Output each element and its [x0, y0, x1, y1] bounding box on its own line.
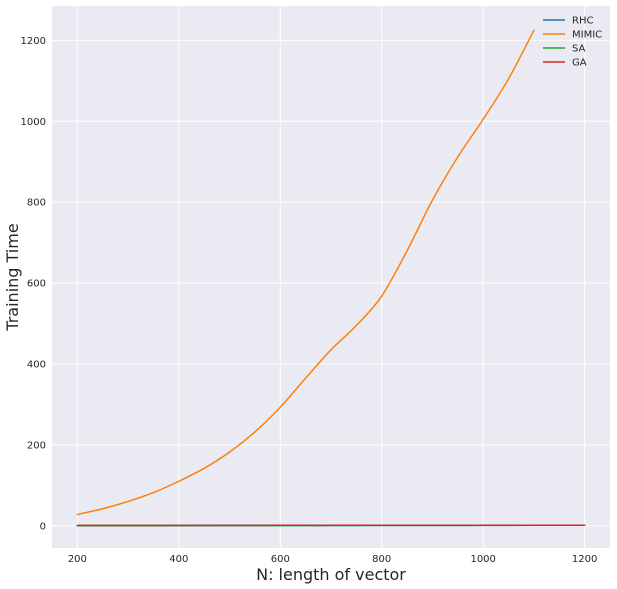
y-tick-label: 600: [27, 279, 46, 290]
x-grid: [76, 6, 586, 548]
x-tick-labels: 200 400 600 800 1000 1200: [68, 554, 598, 565]
y-tick-label: 0: [40, 521, 46, 532]
x-tick-label: 200: [68, 554, 87, 565]
x-tick-label: 800: [372, 554, 391, 565]
y-tick-labels: 0 200 400 600 800 1000 1200: [21, 36, 46, 532]
plot-background: [52, 6, 610, 548]
legend-label-rhc: RHC: [572, 16, 593, 27]
y-tick-label: 200: [27, 440, 46, 451]
legend: RHC MIMIC SA GA: [543, 16, 602, 69]
y-tick-label: 1200: [21, 36, 46, 47]
x-tick-label: 400: [169, 554, 188, 565]
x-tick-label: 600: [271, 554, 290, 565]
legend-label-mimic: MIMIC: [572, 30, 602, 41]
x-tick-label: 1200: [572, 554, 597, 565]
legend-label-ga: GA: [572, 58, 587, 69]
legend-label-sa: SA: [572, 44, 586, 55]
y-tick-label: 400: [27, 359, 46, 370]
series-lines: [76, 29, 586, 527]
x-axis-label: N: length of vector: [256, 565, 406, 584]
y-tick-label: 800: [27, 198, 46, 209]
y-axis-label: Training Time: [3, 223, 22, 331]
x-tick-label: 1000: [470, 554, 495, 565]
series-line-mimic: [76, 29, 535, 516]
y-tick-label: 1000: [21, 117, 46, 128]
